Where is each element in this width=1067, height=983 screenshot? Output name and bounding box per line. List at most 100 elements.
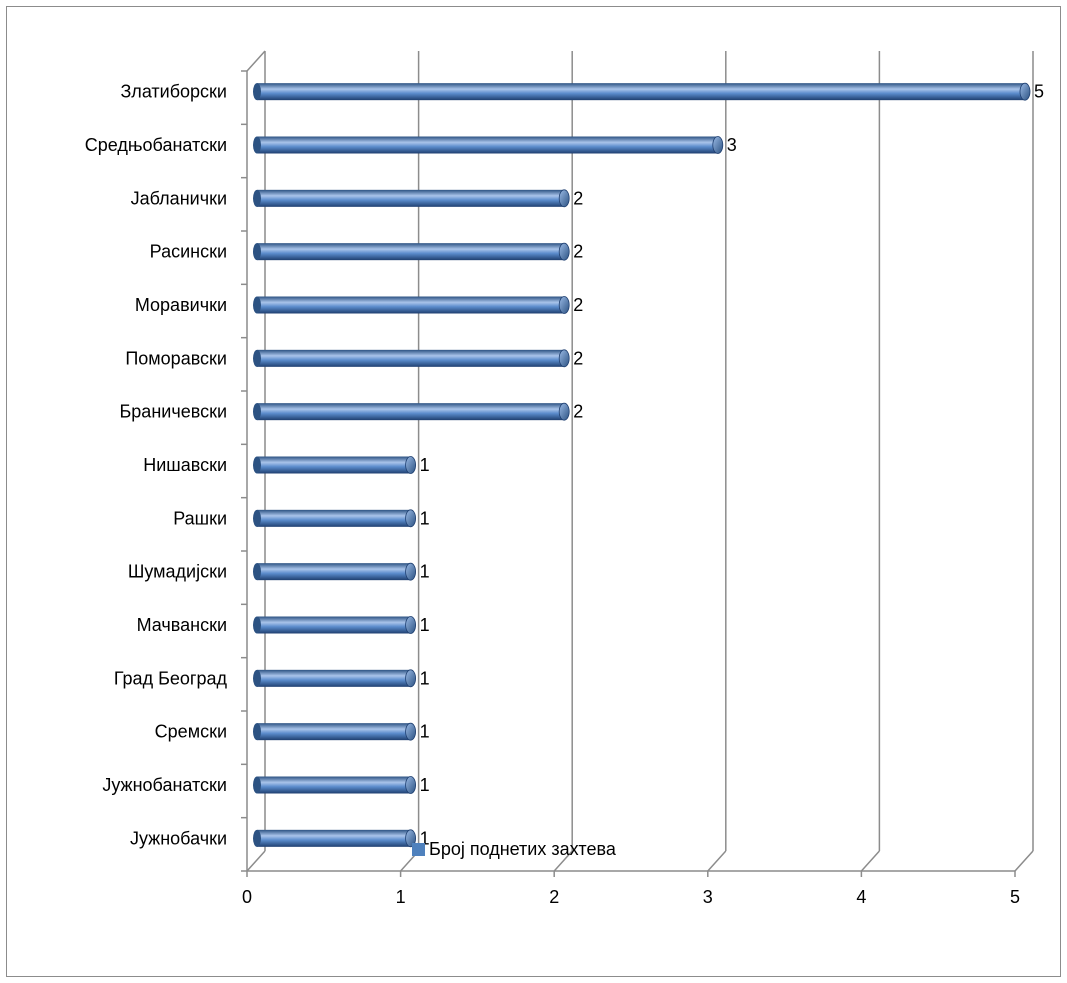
bar-body xyxy=(257,403,565,421)
data-label: 1 xyxy=(420,668,430,688)
bar-9 xyxy=(253,509,417,528)
x-tick-label: 2 xyxy=(549,887,559,907)
bar-base-cap xyxy=(253,349,261,367)
x-tick-label: 5 xyxy=(1010,887,1020,907)
data-label: 1 xyxy=(420,455,430,475)
bar-7 xyxy=(253,402,570,421)
bar-base-cap xyxy=(253,563,261,581)
bar-body xyxy=(257,669,411,687)
bar-end-cap xyxy=(405,456,417,474)
gridline-floor-2 xyxy=(553,850,573,872)
bar-body xyxy=(257,776,411,794)
bar-end-cap xyxy=(405,776,417,794)
label-layer: 0 1 2 3 4 5 5 Златиборски 3 Средњобанатски 2 Јаблан… xyxy=(85,82,1044,907)
data-label: 1 xyxy=(420,775,430,795)
legend-swatch xyxy=(412,843,425,856)
category-label: Шумадијски xyxy=(128,562,227,582)
bar-body xyxy=(257,456,411,474)
bar-6 xyxy=(253,349,570,368)
x-tick-label: 0 xyxy=(242,887,252,907)
category-label: Златиборски xyxy=(120,82,227,102)
bar-body xyxy=(257,189,565,207)
bar-end-cap xyxy=(405,829,417,848)
bar-body xyxy=(257,563,411,581)
x-tick-label: 1 xyxy=(396,887,406,907)
data-label: 1 xyxy=(420,615,430,635)
bar-base-cap xyxy=(253,83,261,101)
bar-3 xyxy=(253,189,570,208)
data-label: 3 xyxy=(727,135,737,155)
bar-body xyxy=(257,243,565,261)
bar-end-cap xyxy=(558,242,570,261)
category-label: Јужнобачки xyxy=(130,828,227,848)
bar-body xyxy=(257,349,565,367)
bar-end-cap xyxy=(405,616,417,634)
bar-end-cap xyxy=(558,349,570,368)
bar-base-cap xyxy=(253,136,261,154)
bar-base-cap xyxy=(253,776,261,794)
bar-4 xyxy=(253,242,570,261)
bar-body xyxy=(257,83,1025,101)
category-label: Поморавски xyxy=(125,348,227,368)
bar-end-cap xyxy=(1019,82,1031,101)
bar-base-cap xyxy=(253,616,261,634)
bar-end-cap xyxy=(558,296,570,314)
chart-frame: 0 1 2 3 4 5 5 Златиборски 3 Средњобанатски 2 Јаблан… xyxy=(6,6,1061,977)
bar-base-cap xyxy=(253,509,261,527)
bar-base-cap xyxy=(253,403,261,421)
bar-end-cap xyxy=(405,562,417,581)
data-label: 1 xyxy=(420,562,430,582)
chart-svg: 0 1 2 3 4 5 5 Златиборски 3 Средњобанатски 2 Јаблан… xyxy=(85,50,1044,907)
x-tick-label: 4 xyxy=(856,887,866,907)
category-label: Нишавски xyxy=(143,455,227,475)
data-label: 2 xyxy=(573,348,583,368)
category-label: Град Београд xyxy=(114,668,228,688)
category-label: Јабланички xyxy=(131,188,227,208)
bar-body xyxy=(257,723,411,741)
bar-12 xyxy=(253,669,417,688)
bar-body xyxy=(257,296,565,314)
bar-base-cap xyxy=(253,189,261,207)
bar-layer xyxy=(253,82,1031,848)
bar-end-cap xyxy=(558,189,570,208)
bar-base-cap xyxy=(253,296,261,314)
category-label: Средњобанатски xyxy=(85,135,227,155)
bar-body xyxy=(257,136,718,154)
bar-base-cap xyxy=(253,669,261,687)
data-label: 1 xyxy=(420,722,430,742)
bar-end-cap xyxy=(405,722,417,741)
grid-layer xyxy=(241,50,1034,877)
category-label: Јужнобанатски xyxy=(102,775,227,795)
bar-11 xyxy=(253,616,417,634)
gridline-floor-5 xyxy=(1014,850,1034,872)
bar-base-cap xyxy=(253,723,261,741)
bar-5 xyxy=(253,296,570,314)
legend-label: Број поднетих захтева xyxy=(429,839,617,859)
bar-body xyxy=(257,509,411,527)
data-label: 1 xyxy=(420,508,430,528)
bar-end-cap xyxy=(405,509,417,528)
bar-base-cap xyxy=(253,456,261,474)
bar-base-cap xyxy=(253,243,261,261)
bar-end-cap xyxy=(712,136,724,154)
x-tick-label: 3 xyxy=(703,887,713,907)
bar-body xyxy=(257,616,411,634)
category-label: Браничевски xyxy=(119,402,227,422)
bar-2 xyxy=(253,136,724,154)
data-label: 2 xyxy=(573,188,583,208)
bar-8 xyxy=(253,456,417,474)
gridline-floor-4 xyxy=(860,850,880,872)
bar-10 xyxy=(253,562,417,581)
bar-end-cap xyxy=(558,402,570,421)
category-label: Рашки xyxy=(173,508,227,528)
bar-body xyxy=(257,829,411,847)
bar-end-cap xyxy=(405,669,417,688)
legend: Број поднетих захтева xyxy=(412,839,617,859)
data-label: 1 xyxy=(420,828,430,848)
bar-base-cap xyxy=(253,829,261,847)
gridline-floor-0 xyxy=(246,850,266,872)
data-label: 5 xyxy=(1034,82,1044,102)
bar-14 xyxy=(253,776,417,794)
gridline-floor-3 xyxy=(707,850,727,872)
category-label: Расински xyxy=(150,242,227,262)
